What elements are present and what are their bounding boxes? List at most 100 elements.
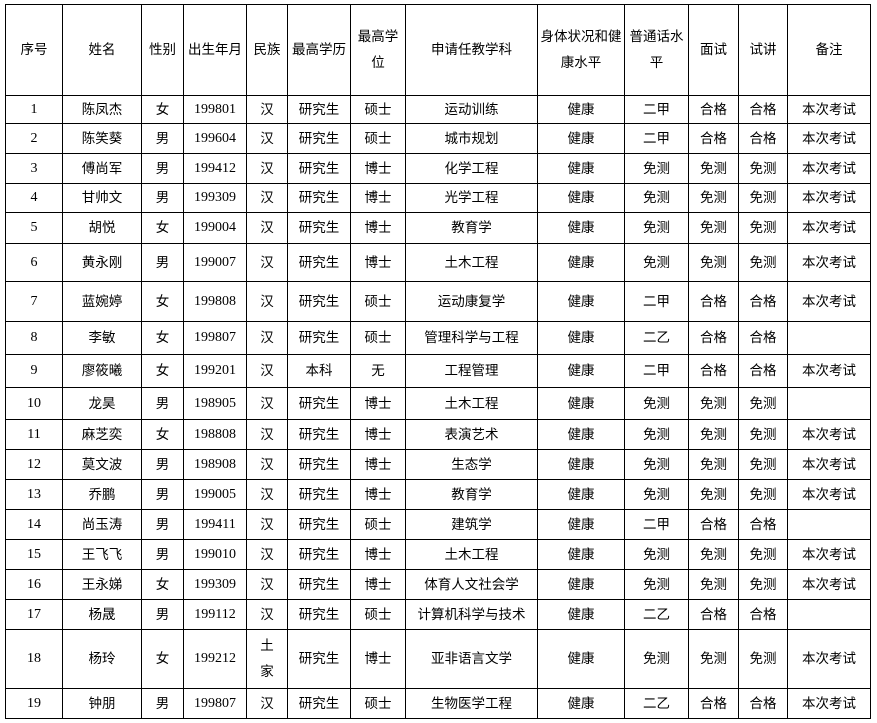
cell-subject: 教育学 — [405, 212, 538, 244]
cell-subject: 土木工程 — [405, 387, 538, 420]
cell-mandarin: 免测 — [624, 153, 689, 184]
cell-health: 健康 — [537, 599, 625, 630]
cell-remarks — [787, 387, 871, 420]
cell-degree: 硕士 — [350, 688, 406, 719]
cell-remarks — [787, 599, 871, 630]
cell-ethnicity: 汉 — [246, 539, 288, 570]
cell-trial-lecture: 免测 — [738, 212, 788, 244]
cell-name: 黄永刚 — [62, 243, 142, 282]
cell-education: 研究生 — [287, 479, 351, 510]
cell-interview: 免测 — [688, 183, 739, 213]
cell-health: 健康 — [537, 509, 625, 540]
cell-birth: 199411 — [183, 509, 247, 540]
cell-remarks: 本次考试 — [787, 183, 871, 213]
cell-mandarin: 二甲 — [624, 281, 689, 322]
cell-index: 5 — [5, 212, 63, 244]
cell-trial-lecture: 合格 — [738, 599, 788, 630]
cell-interview: 合格 — [688, 95, 739, 124]
cell-health: 健康 — [537, 688, 625, 719]
cell-health: 健康 — [537, 479, 625, 510]
cell-degree: 硕士 — [350, 95, 406, 124]
cell-education: 研究生 — [287, 123, 351, 154]
cell-gender: 女 — [141, 419, 184, 450]
cell-education: 研究生 — [287, 387, 351, 420]
table-row: 13 乔鹏男 199005 汉研究生 博士 教育学 健康 免测 免测 免测 本次考试 — [5, 479, 871, 510]
cell-subject: 体育人文社会学 — [405, 569, 538, 600]
cell-birth: 198908 — [183, 449, 247, 480]
cell-education: 研究生 — [287, 321, 351, 355]
cell-index: 16 — [5, 569, 63, 600]
cell-birth: 199807 — [183, 321, 247, 355]
cell-name: 杨晟 — [62, 599, 142, 630]
table-row: 1 陈凤杰女 199801 汉研究生 硕士 运动训练 健康 二甲 合格 合格 本次考试 — [5, 95, 871, 124]
header-col-index: 序号 — [5, 4, 63, 96]
cell-gender: 男 — [141, 509, 184, 540]
cell-interview: 免测 — [688, 479, 739, 510]
cell-name: 龙昊 — [62, 387, 142, 420]
cell-index: 3 — [5, 153, 63, 184]
cell-subject: 土木工程 — [405, 243, 538, 282]
cell-subject: 运动训练 — [405, 95, 538, 124]
table-row: 6 黄永刚男 199007 汉研究生 博士 土木工程 健康 免测 免测 免测 本次考试 — [5, 243, 871, 282]
cell-trial-lecture: 免测 — [738, 479, 788, 510]
cell-health: 健康 — [537, 212, 625, 244]
cell-education: 研究生 — [287, 281, 351, 322]
cell-health: 健康 — [537, 281, 625, 322]
header-col-trial-lecture: 试讲 — [738, 4, 788, 96]
table-row: 7 蓝婉婷女 199808 汉研究生 硕士 运动康复学 健康 二甲 合格 合格 本次考试 — [5, 281, 871, 322]
table-row: 9 廖筱曦女 199201 汉本科无工程管理 健康 二甲 合格 合格 本次考试 — [5, 354, 871, 388]
cell-degree: 硕士 — [350, 509, 406, 540]
cell-name: 李敏 — [62, 321, 142, 355]
cell-birth: 199309 — [183, 183, 247, 213]
cell-mandarin: 免测 — [624, 419, 689, 450]
cell-trial-lecture: 免测 — [738, 629, 788, 689]
cell-degree: 博士 — [350, 212, 406, 244]
cell-health: 健康 — [537, 183, 625, 213]
cell-trial-lecture: 合格 — [738, 95, 788, 124]
cell-gender: 女 — [141, 321, 184, 355]
cell-mandarin: 二甲 — [624, 354, 689, 388]
table-row: 3 傅尚军男 199412 汉研究生 博士 化学工程 健康 免测 免测 免测 本次考试 — [5, 153, 871, 184]
cell-trial-lecture: 免测 — [738, 387, 788, 420]
header-col-birth: 出生年月 — [183, 4, 247, 96]
cell-degree: 博士 — [350, 419, 406, 450]
cell-interview: 免测 — [688, 419, 739, 450]
header-col-name: 姓名 — [62, 4, 142, 96]
cell-ethnicity: 汉 — [246, 243, 288, 282]
cell-remarks: 本次考试 — [787, 688, 871, 719]
cell-degree: 硕士 — [350, 599, 406, 630]
cell-index: 19 — [5, 688, 63, 719]
cell-interview: 免测 — [688, 212, 739, 244]
cell-degree: 硕士 — [350, 321, 406, 355]
cell-trial-lecture: 免测 — [738, 449, 788, 480]
cell-trial-lecture: 合格 — [738, 281, 788, 322]
cell-ethnicity: 汉 — [246, 354, 288, 388]
cell-gender: 男 — [141, 153, 184, 184]
table-row: 11 麻芝奕女 198808 汉研究生 博士 表演艺术 健康 免测 免测 免测 本次考试 — [5, 419, 871, 450]
cell-subject: 生态学 — [405, 449, 538, 480]
cell-subject: 运动康复学 — [405, 281, 538, 322]
cell-gender: 男 — [141, 183, 184, 213]
cell-index: 10 — [5, 387, 63, 420]
cell-health: 健康 — [537, 449, 625, 480]
cell-mandarin: 免测 — [624, 449, 689, 480]
cell-index: 7 — [5, 281, 63, 322]
cell-remarks — [787, 509, 871, 540]
cell-birth: 199801 — [183, 95, 247, 124]
cell-name: 王飞飞 — [62, 539, 142, 570]
cell-ethnicity: 汉 — [246, 95, 288, 124]
cell-ethnicity: 汉 — [246, 123, 288, 154]
cell-birth: 199007 — [183, 243, 247, 282]
cell-mandarin: 免测 — [624, 539, 689, 570]
header-col-education: 最高学历 — [287, 4, 351, 96]
cell-name: 乔鹏 — [62, 479, 142, 510]
cell-mandarin: 免测 — [624, 243, 689, 282]
header-row: 序号 姓名 性别 出生年月 民族 最高学历 最高学位 申请任教学科 身体状况和健康水平 普通话水平… — [5, 4, 871, 96]
cell-education: 研究生 — [287, 688, 351, 719]
cell-name: 杨玲 — [62, 629, 142, 689]
cell-trial-lecture: 免测 — [738, 243, 788, 282]
cell-degree: 博士 — [350, 243, 406, 282]
cell-degree: 硕士 — [350, 281, 406, 322]
cell-trial-lecture: 免测 — [738, 153, 788, 184]
cell-birth: 199604 — [183, 123, 247, 154]
